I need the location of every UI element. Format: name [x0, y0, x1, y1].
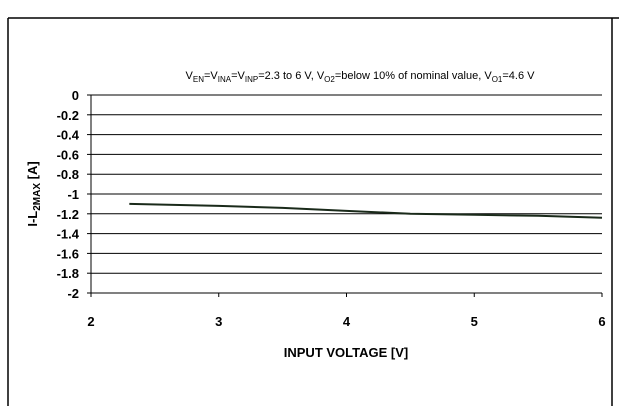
title-subscript: EN: [193, 75, 204, 84]
x-tick-label: 5: [471, 314, 478, 329]
y-tick-label: -1.8: [57, 266, 79, 281]
label-text: I-L: [25, 211, 40, 227]
y-tick-label: -0.8: [57, 167, 79, 182]
title-text: =below 10% of nominal value, V: [335, 70, 493, 82]
x-tick-label: 2: [87, 314, 94, 329]
x-axis-label: INPUT VOLTAGE [V]: [284, 345, 408, 360]
y-axis-label: I-L2MAX [A]: [25, 161, 43, 226]
y-tick-label: -0.6: [57, 147, 79, 162]
y-tick-label: -1.4: [57, 227, 80, 242]
x-tick-label: 4: [343, 314, 351, 329]
label-subscript: 2MAX: [32, 183, 43, 211]
title-subscript: O1: [492, 75, 503, 84]
y-tick-label: -1: [67, 187, 79, 202]
y-tick-label: -0.2: [57, 108, 79, 123]
x-tick-label: 6: [598, 314, 605, 329]
title-text: =2.3 to 6 V, V: [258, 70, 325, 82]
title-subscript: O2: [324, 75, 335, 84]
y-tick-label: -1.2: [57, 207, 79, 222]
title-text: =4.6 V: [502, 70, 535, 82]
data-line: [129, 202, 603, 219]
y-tick-label: -1.6: [57, 246, 79, 261]
title-text: =V: [231, 70, 245, 82]
title-text: =V: [204, 70, 218, 82]
label-text: [A]: [25, 161, 40, 183]
title-subscript: INA: [218, 75, 232, 84]
title-subscript: INP: [245, 75, 258, 84]
y-tick-label: -0.4: [57, 128, 80, 143]
y-tick-label: -2: [67, 286, 79, 301]
chart-title: VEN=VINA=VINP=2.3 to 6 V, VO2=below 10% …: [186, 70, 536, 84]
title-text: V: [186, 70, 194, 82]
y-tick-label: 0: [72, 88, 79, 103]
x-tick-label: 3: [215, 314, 222, 329]
